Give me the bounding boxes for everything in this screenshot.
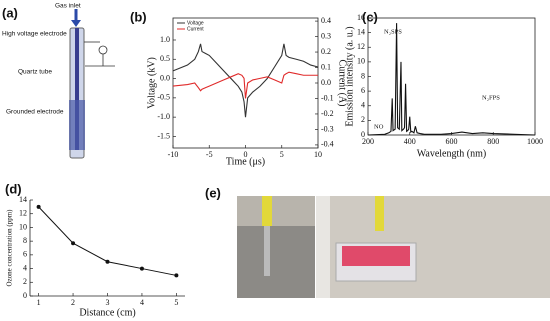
y-tick-label: 10 xyxy=(357,57,365,66)
y-tick-label: 12 xyxy=(357,42,365,51)
y-tick-label: 0.0 xyxy=(160,73,170,82)
y-tick-label: 8 xyxy=(361,71,365,80)
y-tick-label: 2 xyxy=(361,115,365,124)
panel-label: (a) xyxy=(2,5,18,20)
x-tick-label: 4 xyxy=(140,298,144,307)
pen xyxy=(262,196,272,226)
label: Gas inlet xyxy=(55,3,81,10)
y-tick-label: 8 xyxy=(23,236,27,245)
hv-electrode xyxy=(75,28,79,150)
x-axis-label: Wavelength (nm) xyxy=(417,148,486,159)
y-tick-label: -1.5 xyxy=(157,131,170,140)
x-tick-label: -5 xyxy=(206,150,213,159)
photo-bg xyxy=(237,196,315,226)
data-point xyxy=(174,273,179,278)
label: High voltage electrode xyxy=(2,31,67,38)
data-point xyxy=(36,204,41,209)
y-axis-label: Ozone concentration (ppm) xyxy=(6,209,14,287)
label: Grounded electrode xyxy=(6,109,64,116)
x-tick-label: 400 xyxy=(404,137,416,146)
x-axis-label: Distance (cm) xyxy=(79,307,135,318)
x-tick-label: 600 xyxy=(446,137,458,146)
x-axis-label: Time (μs) xyxy=(226,156,265,167)
y2-tick-label: 0.2 xyxy=(321,47,331,56)
y-axis-label: Voltage (kV) xyxy=(146,57,157,109)
y2-tick-label: -0.2 xyxy=(321,109,334,118)
x-tick-label: 1000 xyxy=(527,137,543,146)
y2-tick-label: 0.3 xyxy=(321,31,331,40)
panel-label: (e) xyxy=(205,185,221,200)
data-point xyxy=(71,241,76,246)
x-tick-label: 1 xyxy=(37,298,41,307)
series-line xyxy=(38,206,177,276)
y2-tick-label: 0.1 xyxy=(321,62,331,71)
y-tick-label: 6 xyxy=(23,250,27,259)
series-line xyxy=(367,23,536,136)
series-line xyxy=(172,71,318,99)
y2-axis-label: Current (A) xyxy=(337,60,348,107)
ground-electrode xyxy=(69,100,85,150)
annotation: N₂SPS xyxy=(384,28,402,35)
reactor-diagram: (a) Gas inlet High voltage electrode Qua… xyxy=(2,3,115,159)
pen-tip xyxy=(264,226,270,276)
y-tick-label: 2 xyxy=(23,277,27,286)
y-tick-label: -1.0 xyxy=(157,112,170,121)
legend-label: Current xyxy=(187,26,204,32)
pole xyxy=(316,196,330,298)
x-tick-label: 5 xyxy=(174,298,178,307)
legend-label: Voltage xyxy=(187,20,204,26)
y-tick-label: 10 xyxy=(19,222,27,231)
y-tick-label: 4 xyxy=(361,101,365,110)
annotation: NO xyxy=(374,123,384,130)
y2-tick-label: -0.3 xyxy=(321,124,334,133)
panel-label: (b) xyxy=(130,9,147,24)
y-tick-label: 14 xyxy=(357,27,365,36)
data-point xyxy=(139,266,144,271)
y-tick-label: 0 xyxy=(361,130,365,139)
y-tick-label: 0 xyxy=(23,291,27,300)
panel-label: (d) xyxy=(5,181,22,196)
x-tick-label: -10 xyxy=(168,150,179,159)
data-point xyxy=(105,259,110,264)
source xyxy=(98,45,108,55)
y2-tick-label: -0.4 xyxy=(321,140,334,149)
arrow-head xyxy=(71,20,81,27)
y-tick-label: 4 xyxy=(23,263,27,272)
x-tick-label: 3 xyxy=(106,298,110,307)
x-tick-label: 2 xyxy=(71,298,75,307)
x-tick-label: 200 xyxy=(362,137,374,146)
y-tick-label: 0.5 xyxy=(160,54,170,63)
y-tick-label: -0.5 xyxy=(157,93,170,102)
x-tick-label: 0 xyxy=(244,150,248,159)
y2-tick-label: 0.0 xyxy=(321,78,331,87)
y2-tick-label: 0.4 xyxy=(321,16,331,25)
y-tick-label: 16 xyxy=(357,13,365,22)
label: Quartz tube xyxy=(18,69,52,76)
y-tick-label: 6 xyxy=(361,86,365,95)
x-tick-label: 10 xyxy=(314,150,322,159)
y-tick-label: 12 xyxy=(19,209,27,218)
annotation: N₂FPS xyxy=(482,94,500,101)
x-tick-label: 5 xyxy=(280,150,284,159)
series-line xyxy=(172,43,319,118)
photo: (e) xyxy=(205,185,550,298)
y2-tick-label: -0.1 xyxy=(321,93,334,102)
x-tick-label: 800 xyxy=(487,137,499,146)
y-axis-label: Emission intensity (a. u.) xyxy=(344,26,355,126)
y-tick-label: 1.0 xyxy=(160,35,170,44)
panel-label: (c) xyxy=(362,9,378,24)
pen xyxy=(375,196,384,231)
y-tick-label: 14 xyxy=(19,195,27,204)
wells xyxy=(342,246,410,266)
